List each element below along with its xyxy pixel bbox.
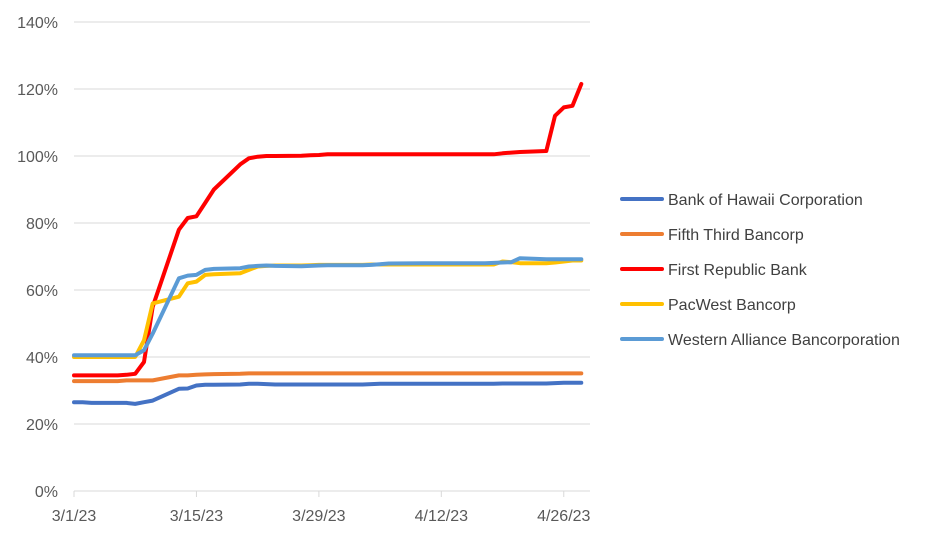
series-line [72,256,584,358]
y-tick-label: 40% [26,350,58,367]
series-lines [72,82,584,406]
legend-label: Bank of Hawaii Corporation [668,192,863,209]
x-tick-label: 4/26/23 [537,508,590,525]
legend: Bank of Hawaii Corporation Fifth Third Ba… [620,192,900,349]
x-tick-label: 3/15/23 [170,508,223,525]
series-line [72,380,584,406]
series-line [72,82,584,378]
series-line [72,371,584,384]
axes: 0% 20% 40% 60% 80% 100% 120% 140% 3/1/23 3/15/23 3… [17,15,590,525]
x-tick-label: 3/29/23 [292,508,345,525]
legend-label: Fifth Third Bancorp [668,227,804,244]
y-tick-label: 0% [35,484,58,501]
gridlines [74,21,590,425]
legend-label: PacWest Bancorp [668,297,796,314]
x-tick-label: 3/1/23 [52,508,97,525]
y-tick-label: 120% [17,82,58,99]
legend-label: Western Alliance Bancorporation [668,332,900,349]
y-tick-label: 80% [26,216,58,233]
legend-label: First Republic Bank [668,262,808,279]
y-tick-label: 100% [17,149,58,166]
y-tick-label: 20% [26,417,58,434]
y-tick-label: 140% [17,15,58,32]
y-tick-label: 60% [26,283,58,300]
x-tick-label: 4/12/23 [415,508,468,525]
